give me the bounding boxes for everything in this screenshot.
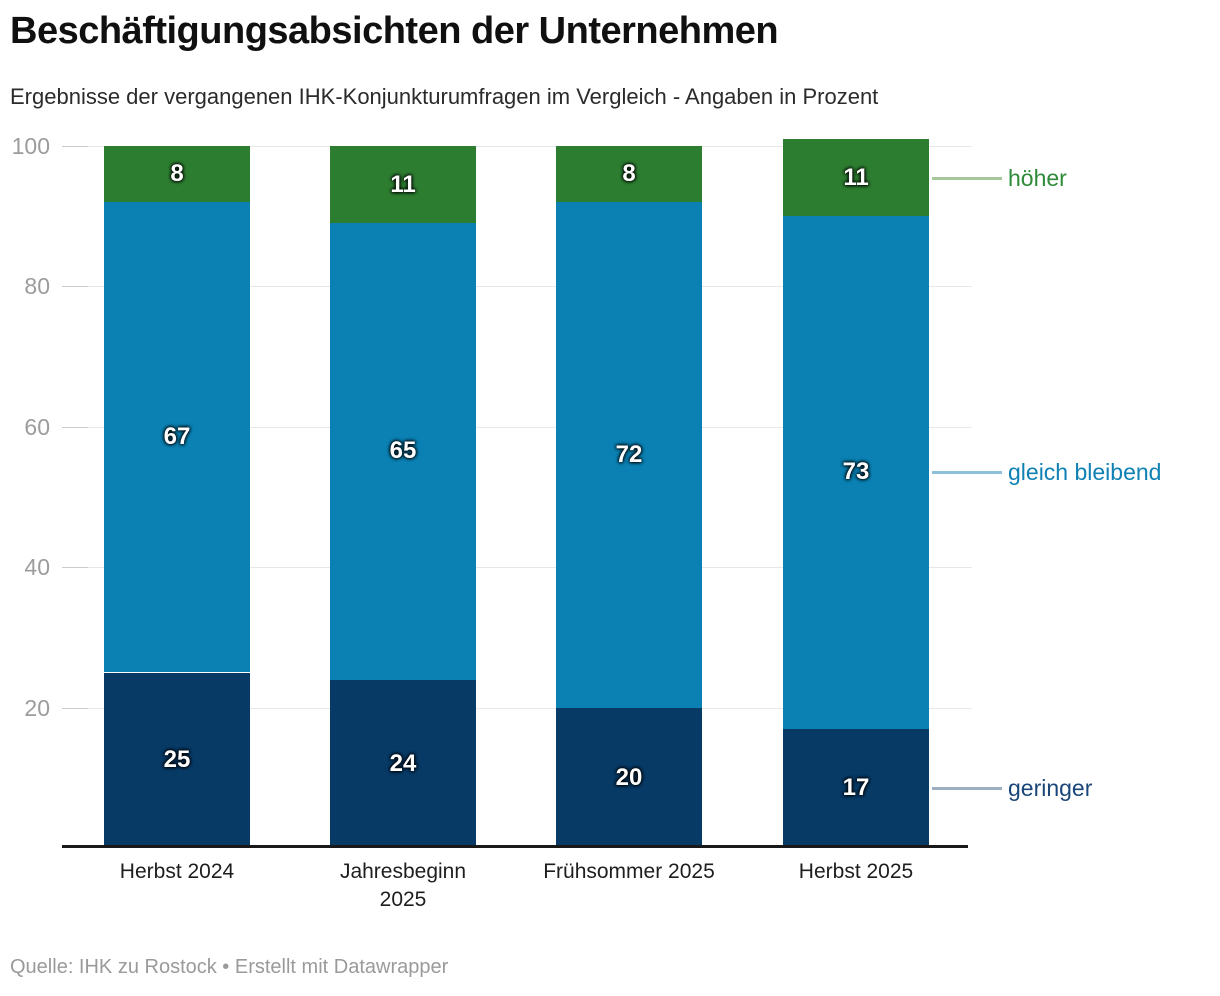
x-tick-label: Frühsommer 2025 (543, 860, 715, 883)
chart-title: Beschäftigungsabsichten der Unternehmen (10, 10, 779, 52)
y-tick-mark (62, 708, 88, 709)
bar-segment-gleich-bleibend: 65 (330, 223, 476, 680)
bar-value-label: 24 (389, 749, 417, 777)
y-tick-mark (62, 286, 88, 287)
bar-segment-geringer: 25 (104, 672, 250, 848)
legend-connector-line (932, 787, 1002, 791)
y-tick-mark (62, 427, 88, 428)
chart-subtitle: Ergebnisse der vergangenen IHK-Konjunktu… (10, 84, 879, 109)
bar-value-label: 73 (842, 458, 870, 486)
bar-segment-höher: 8 (556, 146, 702, 203)
legend-connector-line (932, 176, 1002, 180)
chart-footer-source: Quelle: IHK zu Rostock • Erstellt mit Da… (10, 956, 449, 978)
bar-value-label: 17 (842, 774, 870, 802)
bar-segment-gleich-bleibend: 67 (104, 202, 250, 673)
bar-segment-geringer: 24 (330, 679, 476, 848)
legend-label: gleich bleibend (1008, 459, 1162, 486)
bar-segment-höher: 11 (783, 138, 929, 217)
bar-segment-geringer: 20 (556, 707, 702, 848)
y-tick-label: 20 (24, 695, 50, 721)
x-tick-label: Herbst 2025 (798, 860, 914, 883)
bar-value-label: 72 (615, 440, 643, 468)
bar-value-label: 11 (843, 163, 869, 191)
y-tick-mark (62, 146, 88, 147)
bar-value-label: 67 (163, 423, 191, 451)
bar-segment-gleich-bleibend: 72 (556, 202, 702, 708)
legend-label: geringer (1008, 775, 1093, 802)
bar-value-label: 25 (163, 746, 191, 774)
bar-value-label: 8 (170, 160, 184, 188)
x-axis-baseline (62, 845, 968, 848)
y-tick-label: 40 (24, 554, 50, 580)
y-tick-label: 100 (11, 133, 50, 159)
y-gridline (62, 427, 972, 428)
bar-segment-höher: 8 (104, 146, 250, 203)
bar-value-label: 20 (615, 763, 643, 791)
legend-connector-line (932, 471, 1002, 475)
legend-label: höher (1008, 164, 1067, 191)
y-gridline (62, 146, 972, 147)
x-tick-label: Jahresbeginn 2025 (339, 860, 467, 911)
x-tick-label: Herbst 2024 (119, 860, 235, 883)
bar-segment-höher: 11 (330, 146, 476, 224)
bar-value-label: 65 (389, 437, 417, 465)
y-tick-label: 60 (24, 414, 50, 440)
bar-segment-gleich-bleibend: 73 (783, 216, 929, 729)
y-gridline (62, 708, 972, 709)
bar-segment-geringer: 17 (783, 728, 929, 848)
y-tick-mark (62, 567, 88, 568)
bar-value-label: 11 (390, 170, 416, 198)
bar-value-label: 8 (622, 160, 636, 188)
y-gridline (62, 286, 972, 287)
y-gridline (62, 567, 972, 568)
y-tick-label: 80 (24, 273, 50, 299)
